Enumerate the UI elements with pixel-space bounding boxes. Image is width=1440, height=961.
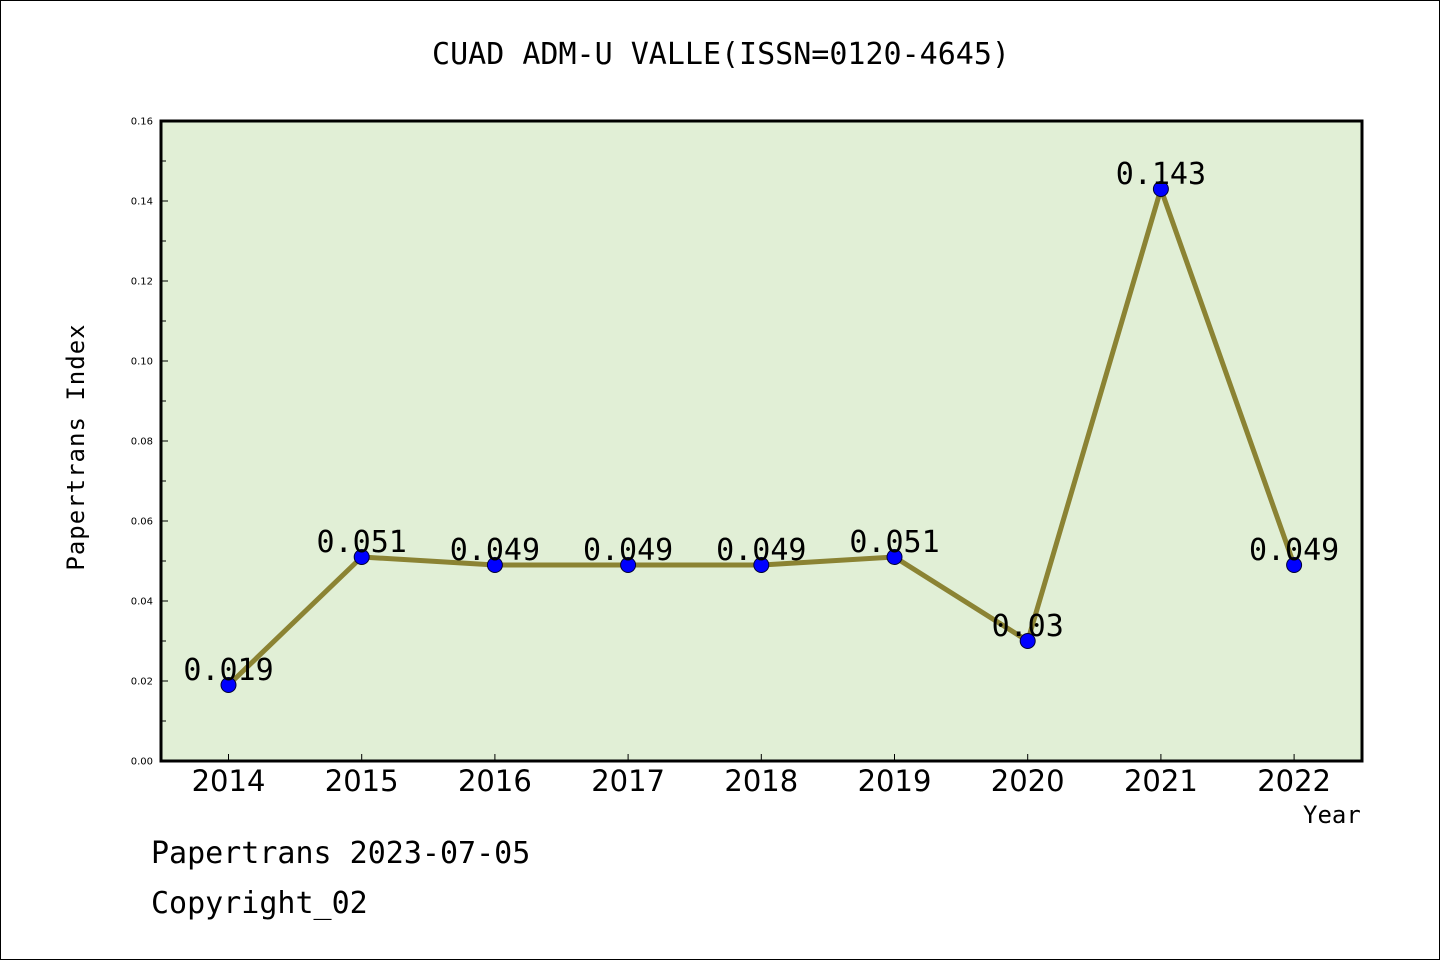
y-tick-label: 0.08 [131, 437, 153, 448]
y-tick-label: 0.06 [131, 517, 153, 528]
plot-frame [159, 119, 1364, 763]
data-point [620, 557, 637, 573]
x-tick-label: 2020 [991, 764, 1065, 798]
data-label: 0.049 [583, 533, 673, 568]
x-tick-label: 2017 [591, 764, 665, 798]
data-label: 0.051 [849, 525, 939, 560]
chart-title: CUAD ADM-U VALLE(ISSN=0120-4645) [432, 37, 1010, 72]
footer-date: Papertrans 2023-07-05 [151, 836, 531, 871]
x-axis-ticks: 2014 2015 2016 2017 2018 2019 2020 2021 2022 [192, 754, 1331, 798]
data-label: 0.051 [317, 525, 407, 560]
series-group [220, 181, 1303, 693]
footer-copyright: Copyright_02 [151, 886, 368, 921]
data-point [220, 677, 237, 693]
x-tick-label: 2019 [858, 764, 932, 798]
data-point [1019, 633, 1036, 649]
data-label: 0.049 [716, 533, 806, 568]
x-tick-label: 2021 [1124, 764, 1198, 798]
data-point [486, 557, 503, 573]
y-axis-ticks: 0.00 0.02 0.04 0.06 0.08 0.10 0.12 0.14 0.16 [131, 117, 168, 768]
y-tick-label: 0.12 [131, 277, 153, 288]
x-axis-label: Year [1303, 801, 1361, 829]
data-point [753, 557, 770, 573]
data-label: 0.03 [992, 609, 1064, 644]
x-tick-label: 2018 [724, 764, 798, 798]
x-tick-label: 2015 [325, 764, 399, 798]
y-tick-label: 0.14 [131, 197, 153, 208]
x-tick-label: 2014 [192, 764, 266, 798]
data-point [353, 549, 370, 565]
data-labels-group: 0.019 0.051 0.049 0.049 0.049 0.051 0.03 0.143 0… [183, 157, 1339, 688]
data-label: 0.143 [1116, 157, 1206, 192]
y-tick-label: 0.02 [131, 677, 153, 688]
plot-area [161, 121, 1362, 761]
data-point [1152, 181, 1169, 197]
y-tick-label: 0.10 [131, 357, 153, 368]
y-tick-label: 0.16 [131, 117, 153, 128]
data-label: 0.049 [1249, 533, 1339, 568]
x-tick-label: 2016 [458, 764, 532, 798]
x-tick-label: 2022 [1257, 764, 1331, 798]
data-point [886, 549, 903, 565]
data-label: 0.019 [183, 653, 273, 688]
data-point [1286, 557, 1303, 573]
data-label: 0.049 [450, 533, 540, 568]
y-tick-label: 0.04 [131, 597, 153, 608]
y-tick-label: 0.00 [131, 757, 153, 768]
